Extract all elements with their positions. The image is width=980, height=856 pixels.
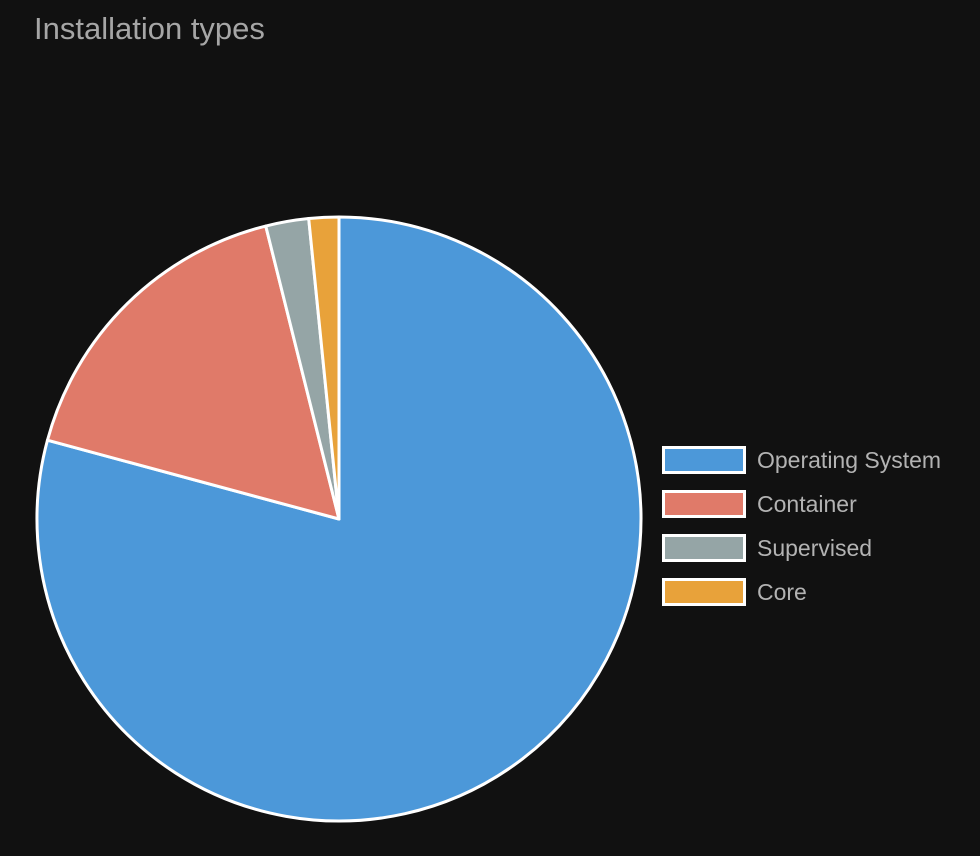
- legend-swatch: [662, 534, 746, 562]
- chart-legend: Operating System Container Supervised Co…: [662, 438, 941, 614]
- chart-title: Installation types: [34, 11, 265, 46]
- legend-swatch: [662, 490, 746, 518]
- legend-item-supervised[interactable]: Supervised: [662, 526, 941, 570]
- legend-item-core[interactable]: Core: [662, 570, 941, 614]
- legend-label: Container: [757, 490, 857, 517]
- legend-item-container[interactable]: Container: [662, 482, 941, 526]
- legend-swatch: [662, 578, 746, 606]
- legend-swatch: [662, 446, 746, 474]
- pie-slice-core[interactable]: [307, 215, 341, 521]
- legend-label: Core: [757, 578, 807, 605]
- legend-item-operating-system[interactable]: Operating System: [662, 438, 941, 482]
- pie-slice-container[interactable]: [45, 224, 341, 521]
- legend-label: Supervised: [757, 534, 873, 561]
- legend-label: Operating System: [757, 446, 942, 473]
